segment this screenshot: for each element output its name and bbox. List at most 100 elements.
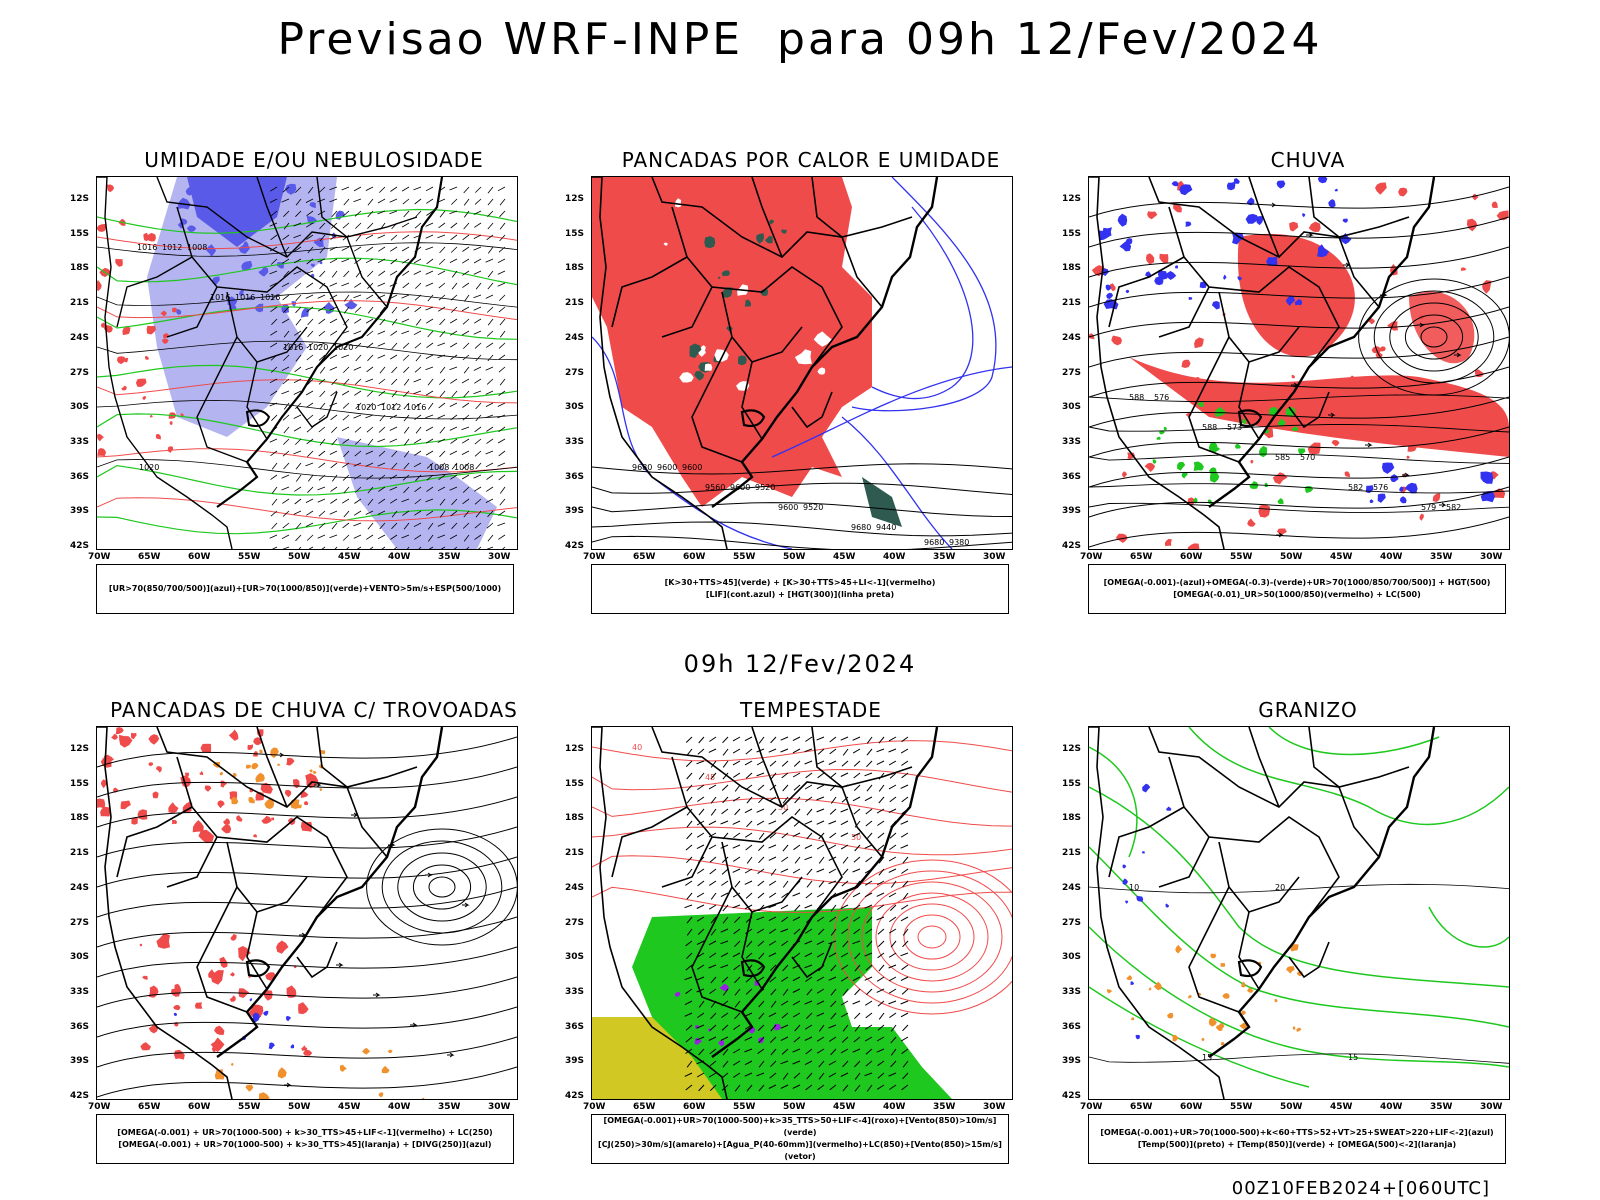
contour-label: 1008 bbox=[429, 463, 449, 472]
wind-vector bbox=[792, 1048, 801, 1053]
wind-vector bbox=[403, 522, 410, 530]
field-blob bbox=[97, 433, 104, 442]
field-blob bbox=[214, 1025, 225, 1035]
field-blob bbox=[319, 260, 323, 265]
wind-vector bbox=[331, 522, 338, 530]
wind-vector bbox=[817, 916, 825, 922]
field-blob bbox=[219, 771, 224, 776]
wind-vector bbox=[708, 964, 717, 969]
contour-label: 1016 bbox=[235, 293, 255, 302]
country-border bbox=[116, 806, 193, 878]
field-blob bbox=[161, 338, 169, 344]
wind-vector bbox=[865, 928, 873, 934]
field-blob bbox=[1187, 994, 1192, 999]
map-pancadas-calor: 9680 9560 9600 9680 9680 9600 9600 9520 9440 9380… bbox=[591, 176, 1013, 550]
wind-vector bbox=[463, 294, 470, 302]
wind-vector bbox=[403, 366, 410, 373]
wind-vector bbox=[840, 808, 849, 813]
wind-vector bbox=[709, 952, 717, 958]
wind-vector bbox=[709, 1060, 717, 1067]
contour-line bbox=[97, 257, 517, 286]
wind-vector bbox=[378, 378, 386, 385]
wind-vector bbox=[816, 820, 825, 825]
wind-vector bbox=[684, 976, 693, 981]
wind-vector bbox=[816, 868, 825, 873]
wind-vector bbox=[901, 964, 909, 971]
wind-vector bbox=[486, 438, 494, 444]
wind-vector bbox=[463, 222, 470, 230]
wind-vector bbox=[378, 270, 386, 277]
wind-vector bbox=[293, 390, 302, 395]
wind-vector bbox=[829, 808, 837, 815]
contour-label: 1016 bbox=[406, 403, 426, 412]
field-blob bbox=[220, 780, 227, 788]
wind-vector bbox=[745, 952, 753, 959]
country-border bbox=[1108, 256, 1185, 328]
wind-vector bbox=[425, 282, 434, 287]
wind-vector bbox=[854, 1024, 861, 1032]
wind-vector bbox=[389, 426, 398, 431]
wind-vector bbox=[804, 748, 813, 753]
field-blob bbox=[258, 1092, 270, 1099]
wind-vector bbox=[758, 736, 765, 744]
wind-vector bbox=[463, 462, 470, 469]
wind-vector bbox=[355, 342, 362, 349]
wind-vector bbox=[697, 964, 705, 970]
lat-tick-label: 15S bbox=[1062, 228, 1082, 239]
wind-vector bbox=[817, 1084, 825, 1091]
lon-tick-label: 70W bbox=[1080, 1102, 1103, 1112]
map-umidade-svg: 1016101610161020100810121016102010121008… bbox=[97, 177, 517, 549]
field-blob bbox=[1292, 1026, 1296, 1030]
wind-vector bbox=[319, 282, 326, 290]
wind-vector bbox=[888, 952, 897, 958]
wind-vector bbox=[794, 808, 801, 816]
country-border bbox=[296, 391, 338, 428]
field-blob bbox=[1106, 292, 1114, 299]
wind-vector bbox=[293, 414, 302, 419]
wind-vector bbox=[686, 808, 693, 816]
wind-vector bbox=[402, 198, 410, 205]
wind-vector bbox=[427, 522, 434, 530]
wind-vector bbox=[487, 282, 494, 290]
wind-vector bbox=[878, 1012, 885, 1020]
contour-line bbox=[97, 231, 517, 250]
wind-vector bbox=[462, 234, 470, 241]
wind-vector bbox=[829, 1036, 837, 1042]
wind-vector bbox=[865, 1048, 873, 1055]
wind-vector bbox=[696, 916, 705, 922]
streamline bbox=[97, 1036, 517, 1068]
field-blob bbox=[1246, 197, 1255, 206]
wind-vector bbox=[355, 234, 362, 242]
contour-label: 45 bbox=[705, 773, 715, 782]
field-blob bbox=[211, 1047, 217, 1053]
wind-vector bbox=[487, 354, 494, 362]
wind-vector bbox=[437, 534, 446, 539]
wind-vector bbox=[732, 1048, 741, 1054]
lif-contour bbox=[871, 206, 974, 400]
lon-tick-label: 65W bbox=[1130, 1102, 1153, 1112]
wind-vector bbox=[744, 736, 753, 742]
wind-vector bbox=[353, 294, 362, 299]
wind-vector bbox=[306, 402, 314, 408]
lat-tick-label: 27S bbox=[565, 917, 585, 928]
field-blob bbox=[700, 345, 706, 351]
country-border bbox=[1158, 836, 1210, 888]
wind-vector bbox=[414, 510, 422, 516]
field-blob bbox=[1122, 471, 1127, 478]
wind-vector bbox=[437, 270, 446, 276]
field-blob bbox=[199, 771, 204, 776]
country-border bbox=[176, 756, 348, 918]
field-blob bbox=[748, 1026, 756, 1034]
wind-vector bbox=[295, 306, 302, 314]
wind-vector bbox=[841, 760, 849, 767]
field-blob bbox=[1296, 1027, 1302, 1032]
streamline bbox=[97, 1006, 517, 1038]
field-blob bbox=[769, 219, 775, 225]
wind-vector bbox=[381, 546, 386, 549]
field-blob bbox=[284, 183, 297, 195]
contour-line bbox=[97, 448, 517, 473]
field-blob bbox=[1247, 518, 1256, 527]
wind-vector bbox=[295, 294, 302, 302]
wind-vector bbox=[816, 892, 825, 898]
country-border bbox=[671, 756, 843, 918]
